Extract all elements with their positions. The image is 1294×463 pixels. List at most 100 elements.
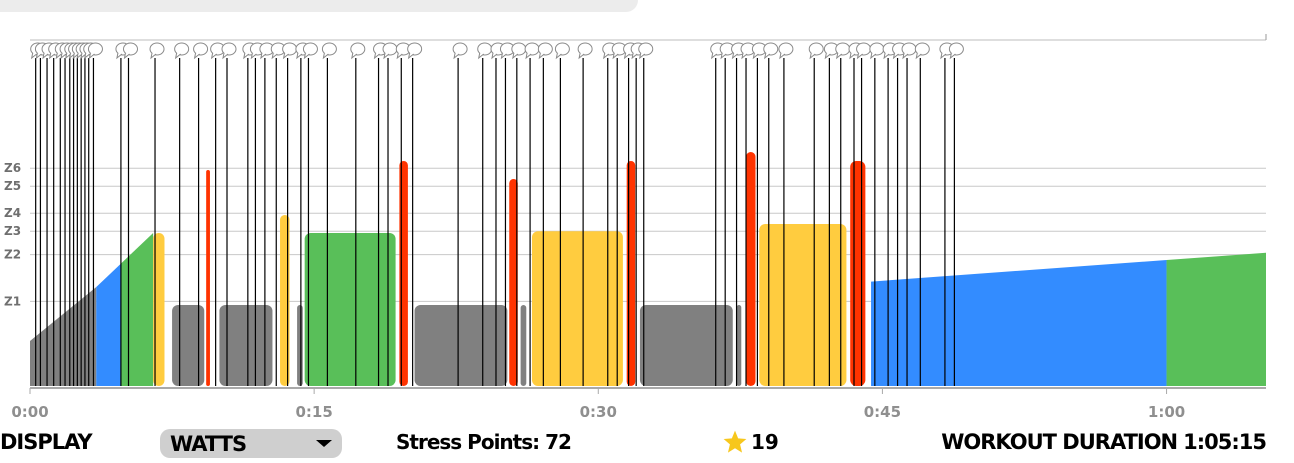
time-tick-label: 0:00 — [11, 403, 48, 421]
speech-bubble-tail — [83, 52, 91, 60]
time-tick-label: 0:30 — [580, 403, 617, 421]
bottom-bar: DISPLAY WATTS Stress Points: 72 19 WORKO… — [0, 424, 1294, 460]
workout-interval[interactable] — [304, 233, 396, 386]
speech-bubble-icon[interactable] — [577, 42, 593, 56]
speech-bubble-tail — [210, 52, 217, 60]
speech-bubble-icon[interactable] — [149, 42, 165, 56]
speech-bubble-icon[interactable] — [321, 42, 337, 56]
speech-bubble-tail — [250, 52, 257, 60]
chevron-down-icon — [316, 440, 332, 447]
workout-interval[interactable] — [639, 305, 733, 386]
stress-points: Stress Points: 72 — [396, 424, 572, 460]
speech-bubble-tail — [849, 52, 856, 60]
speech-bubble-tail — [602, 52, 610, 60]
speech-bubble-icon[interactable] — [914, 42, 930, 56]
zone-label: Z5 — [4, 179, 21, 193]
workout-interval[interactable] — [172, 305, 205, 386]
speech-bubble-tail — [741, 52, 748, 60]
speech-bubble-tail — [915, 52, 922, 60]
workout-interval[interactable] — [736, 305, 742, 386]
workout-interval[interactable] — [219, 305, 273, 386]
speech-bubble-tail — [80, 52, 87, 60]
speech-bubble-tail — [779, 52, 786, 60]
workout-ramp[interactable] — [120, 233, 154, 386]
speech-bubble-icon[interactable] — [778, 42, 794, 56]
workout-interval[interactable] — [531, 231, 623, 386]
workout-interval[interactable] — [399, 161, 408, 386]
speech-bubble-tail — [396, 52, 403, 60]
speech-bubble-tail — [883, 52, 890, 60]
workout-interval[interactable] — [509, 179, 518, 386]
speech-bubble-icon[interactable] — [948, 42, 964, 56]
speech-bubble-tail — [623, 52, 630, 60]
speech-bubble-tail — [940, 52, 947, 60]
speech-bubble-tail — [835, 52, 843, 60]
speech-bubble-tail — [260, 52, 267, 60]
workout-interval[interactable] — [153, 233, 165, 386]
workout-interval[interactable] — [626, 161, 636, 386]
workout-duration-label: WORKOUT DURATION — [941, 430, 1178, 454]
speech-bubble-tail — [72, 52, 79, 60]
workout-ramp[interactable] — [871, 260, 1167, 386]
workout-interval[interactable] — [297, 305, 303, 386]
speech-bubble-tail — [116, 52, 123, 60]
speech-bubble-tail — [500, 52, 507, 60]
speech-bubble-icon[interactable] — [407, 42, 423, 56]
display-label: DISPLAY — [0, 430, 93, 454]
speech-bubble-icon[interactable] — [452, 42, 468, 56]
speech-bubble-tail — [383, 52, 390, 60]
speech-bubble-icon[interactable] — [87, 42, 103, 56]
speech-bubble-tail — [222, 52, 229, 60]
workout-duration: WORKOUT DURATION 1:05:15 — [941, 424, 1267, 460]
workout-interval[interactable] — [759, 224, 847, 386]
speech-bubble-icon[interactable] — [808, 42, 824, 56]
speech-bubble-tail — [30, 52, 37, 60]
speech-bubble-tail — [870, 52, 877, 60]
text-events — [30, 42, 964, 386]
speech-bubble-tail — [710, 52, 718, 60]
speech-bubble-tail — [856, 52, 863, 60]
speech-bubble-icon[interactable] — [554, 42, 570, 56]
speech-bubble-icon[interactable] — [302, 42, 318, 56]
speech-bubble-tail — [48, 52, 55, 60]
speech-bubble-icon[interactable] — [638, 42, 654, 56]
speech-bubble-tail — [525, 52, 532, 60]
speech-bubble-tail — [612, 52, 619, 60]
zone-label: Z6 — [4, 161, 21, 175]
speech-bubble-icon[interactable] — [174, 42, 190, 56]
rating-value: 19 — [751, 430, 779, 454]
speech-bubble-tail — [453, 52, 460, 60]
speech-bubble-icon[interactable] — [193, 42, 209, 56]
speech-bubble-icon[interactable] — [221, 42, 237, 56]
speech-bubble-tail — [555, 52, 562, 60]
speech-bubble-tail — [720, 52, 727, 60]
speech-bubble-tail — [76, 52, 83, 60]
workout-interval[interactable] — [746, 152, 756, 386]
workout-interval[interactable] — [520, 305, 527, 386]
workout-ramp[interactable] — [96, 263, 121, 386]
stress-points-label: Stress Points: — [396, 430, 540, 454]
workout-interval[interactable] — [206, 170, 210, 386]
time-tick-label: 1:00 — [1148, 403, 1185, 421]
workout-interval[interactable] — [850, 161, 866, 386]
top-toolbar-strip — [0, 0, 638, 12]
stress-points-value: 72 — [545, 430, 572, 454]
speech-bubble-tail — [631, 52, 638, 60]
workout-interval[interactable] — [414, 305, 508, 386]
display-select[interactable]: WATTS — [160, 429, 342, 458]
speech-bubble-icon[interactable] — [123, 42, 139, 56]
speech-bubble-icon[interactable] — [763, 42, 779, 56]
time-tick-label: 0:45 — [864, 403, 901, 421]
speech-bubble-tail — [65, 52, 72, 60]
speech-bubble-tail — [373, 52, 380, 60]
speech-bubble-tail — [763, 52, 771, 60]
speech-bubble-tail — [68, 52, 75, 60]
speech-bubble-icon[interactable] — [350, 42, 366, 56]
workout-ramp[interactable] — [1166, 252, 1266, 386]
speech-bubble-tail — [243, 52, 250, 60]
speech-bubble-icon[interactable] — [537, 42, 553, 56]
speech-bubble-tail — [407, 52, 414, 60]
zone-label: Z4 — [4, 206, 21, 220]
speech-bubble-tail — [491, 52, 498, 60]
zone-label: Z1 — [4, 294, 21, 308]
